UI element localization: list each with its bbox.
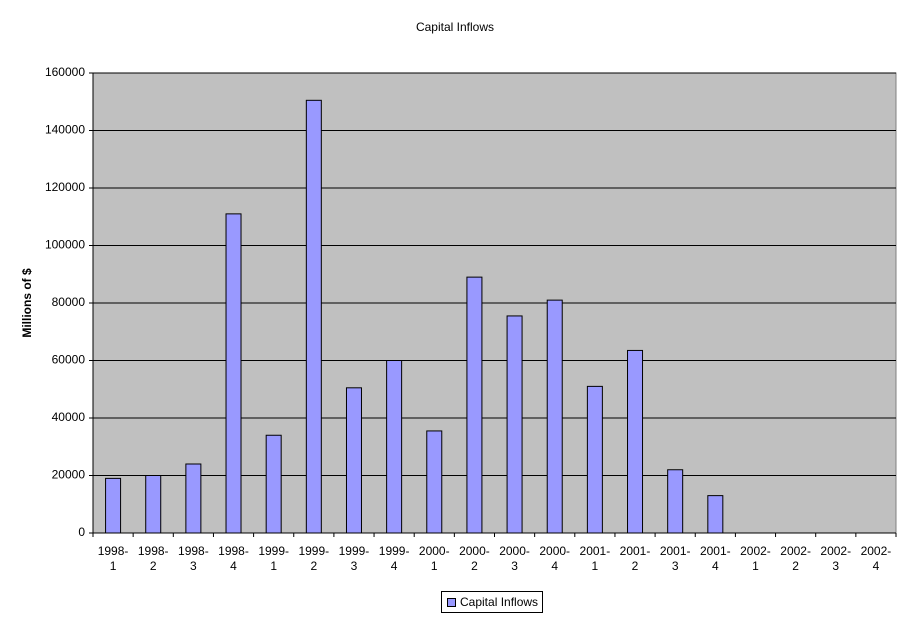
x-tick-label: 2001-1 bbox=[579, 544, 611, 573]
bar bbox=[546, 299, 563, 534]
x-tick-label: 2002-3 bbox=[820, 544, 852, 573]
bar bbox=[466, 276, 483, 534]
y-tick-label: 40000 bbox=[52, 410, 86, 424]
y-tick-label: 100000 bbox=[45, 238, 85, 252]
x-tick-label: 1999-1 bbox=[258, 544, 290, 573]
bar bbox=[506, 315, 523, 534]
y-tick-label: 0 bbox=[78, 525, 85, 539]
y-tick-label: 120000 bbox=[45, 180, 85, 194]
bar bbox=[305, 99, 322, 534]
bar bbox=[145, 475, 162, 534]
x-tick-label: 1998-1 bbox=[97, 544, 129, 573]
x-tick-label: 2002-2 bbox=[780, 544, 811, 573]
x-tick-label: 2000-2 bbox=[459, 544, 490, 573]
legend-label: Capital Inflows bbox=[460, 595, 539, 609]
x-tick-label: 1998-2 bbox=[137, 544, 169, 573]
x-tick-label: 1999-3 bbox=[338, 544, 370, 573]
x-tick-label: 1998-3 bbox=[178, 544, 209, 573]
bar bbox=[225, 213, 242, 534]
y-tick-label: 80000 bbox=[52, 295, 86, 309]
legend: Capital Inflows bbox=[441, 591, 543, 613]
bar bbox=[586, 385, 603, 534]
y-tick-label: 160000 bbox=[45, 65, 85, 79]
y-axis-label: Millions of $ bbox=[20, 268, 34, 338]
x-tick-label: 2001-4 bbox=[699, 544, 731, 573]
y-tick-label: 140000 bbox=[45, 123, 85, 137]
x-tick-label: 2002-1 bbox=[740, 544, 771, 573]
x-tick-label: 2000-4 bbox=[539, 544, 571, 573]
bar bbox=[426, 430, 443, 534]
legend-swatch bbox=[447, 597, 456, 607]
bar bbox=[345, 387, 362, 534]
x-tick-label: 2000-1 bbox=[418, 544, 450, 573]
bar bbox=[265, 434, 282, 534]
bar bbox=[386, 360, 403, 534]
x-tick-label: 2000-3 bbox=[499, 544, 530, 573]
x-tick-label: 1999-4 bbox=[378, 544, 410, 573]
bar bbox=[627, 349, 644, 534]
x-tick-label: 1999-2 bbox=[298, 544, 330, 573]
x-tick-label: 2001-2 bbox=[619, 544, 651, 573]
chart-title: Capital Inflows bbox=[416, 20, 494, 34]
x-tick-label: 1998-4 bbox=[218, 544, 249, 573]
x-tick-label: 2001-3 bbox=[659, 544, 691, 573]
bar bbox=[667, 469, 684, 534]
bar bbox=[707, 495, 724, 534]
y-tick-label: 20000 bbox=[52, 468, 86, 482]
bar bbox=[105, 477, 122, 534]
x-tick-label: 2002-4 bbox=[860, 544, 892, 573]
bar bbox=[185, 463, 202, 534]
y-tick-label: 60000 bbox=[52, 353, 86, 367]
